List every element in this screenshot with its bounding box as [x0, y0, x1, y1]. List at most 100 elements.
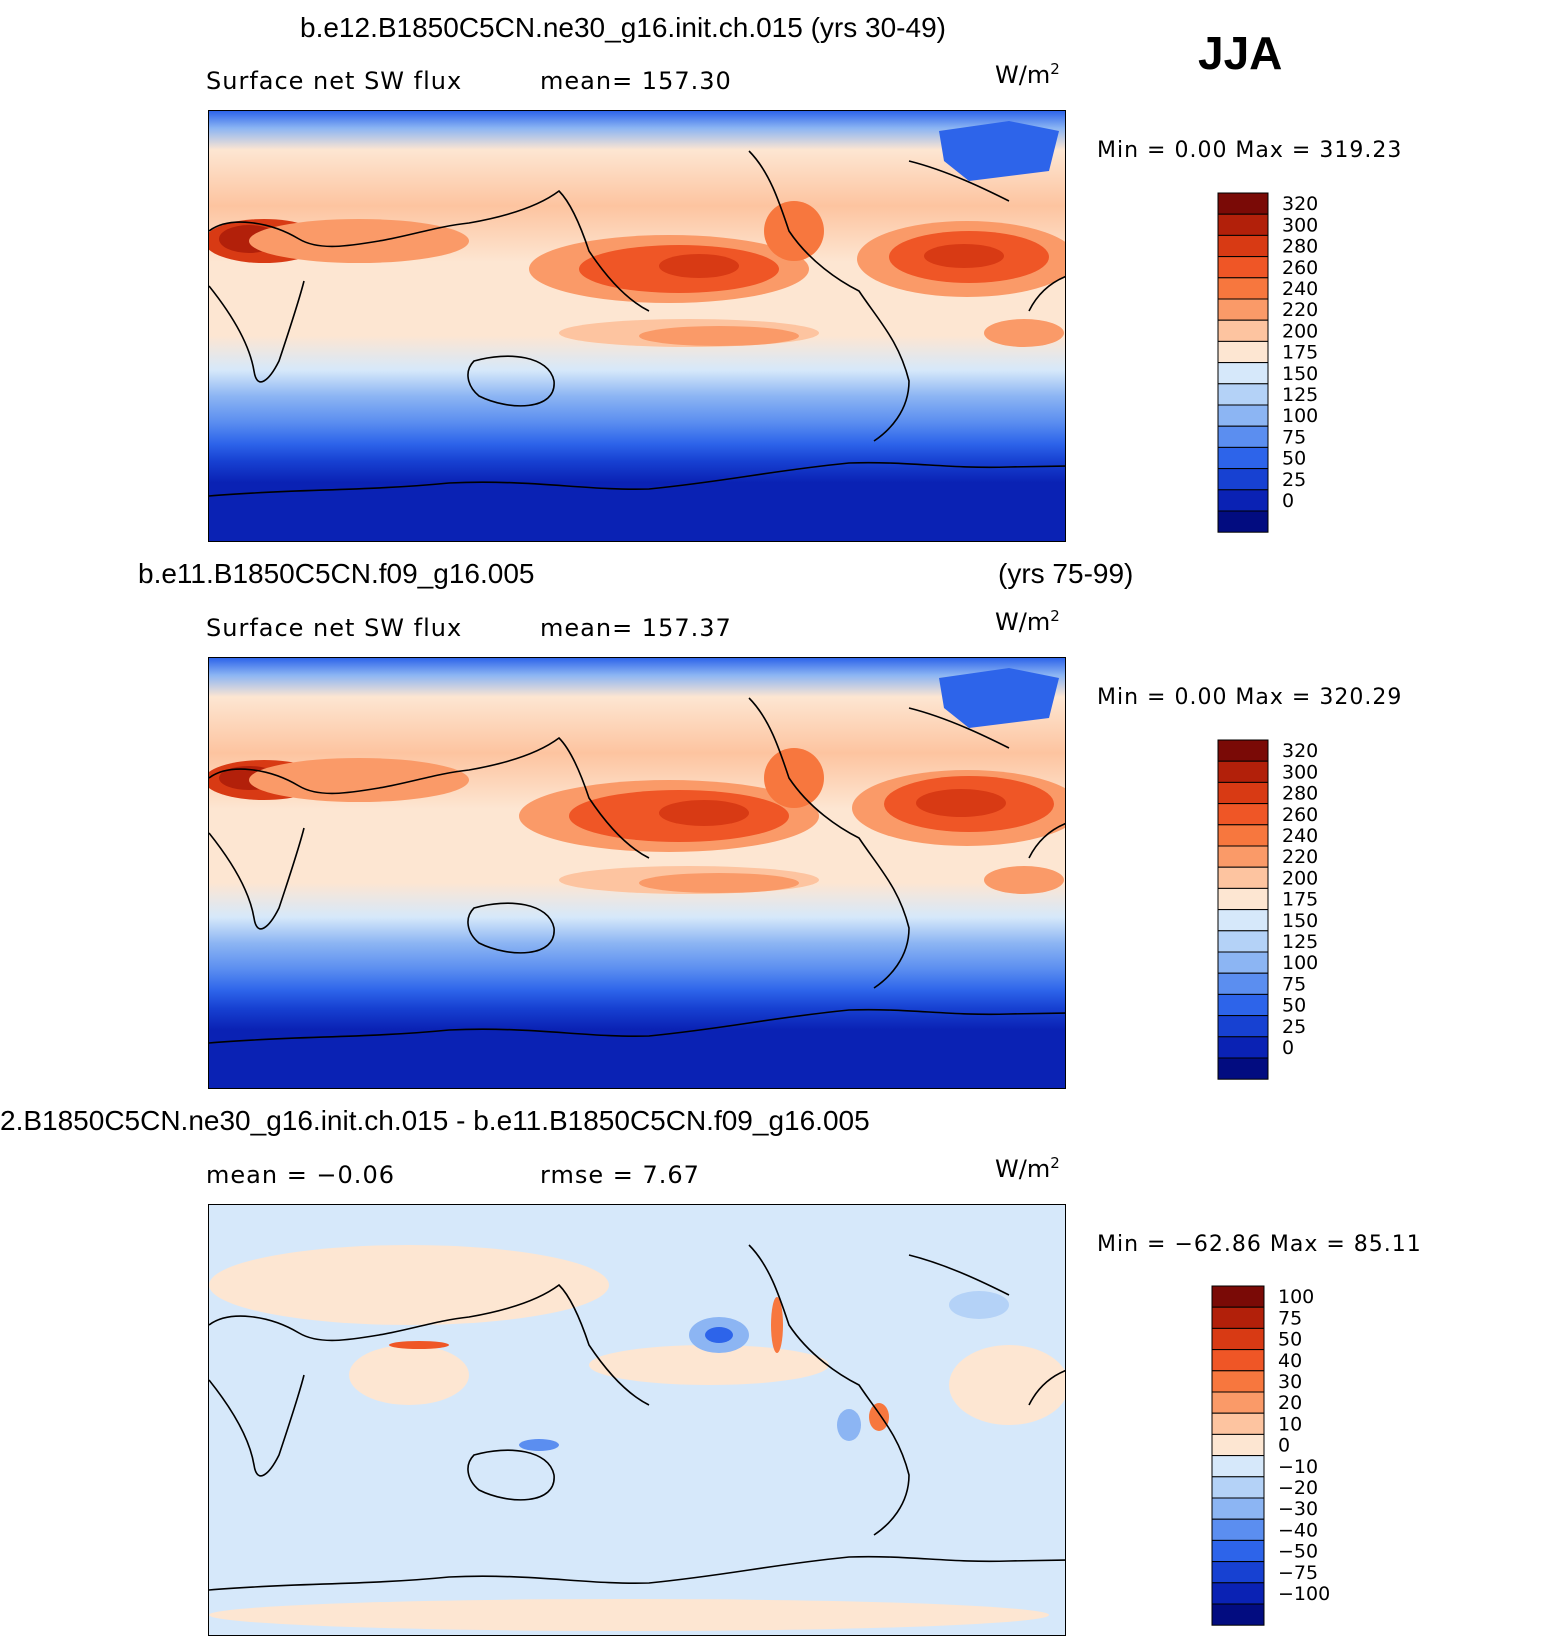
panel-1-map — [208, 110, 1066, 542]
colorbar-tick-label: 175 — [1282, 889, 1318, 911]
colorbar-tick-label: 150 — [1282, 363, 1318, 385]
colorbar-swatch — [1211, 1306, 1265, 1329]
panel-2-map — [208, 657, 1066, 1089]
colorbar-tick-label: 25 — [1282, 1016, 1306, 1038]
colorbar-swatch — [1217, 192, 1269, 215]
colorbar-swatch — [1217, 404, 1269, 427]
panel-1-title: b.e12.B1850C5CN.ne30_g16.init.ch.015 (yr… — [300, 12, 946, 43]
colorbar-swatch — [1211, 1349, 1265, 1372]
colorbar-tick-label: 100 — [1282, 952, 1318, 974]
colorbar-swatch — [1217, 425, 1269, 448]
colorbar-swatch — [1211, 1497, 1265, 1520]
panel-2-variable-label: Surface net SW flux — [206, 614, 463, 642]
season-label: JJA — [1198, 27, 1283, 79]
panel-3-rmse-label: rmse = 7.67 — [540, 1161, 700, 1189]
colorbar-swatch — [1211, 1582, 1265, 1605]
colorbar-swatch — [1217, 489, 1269, 512]
colorbar-tick-label: 100 — [1278, 1286, 1314, 1308]
panel-2-units: W/m2 — [995, 607, 1060, 636]
colorbar-tick-label: 50 — [1278, 1329, 1302, 1351]
colorbar-swatch — [1217, 930, 1269, 953]
panel-1-min-max: Min = 0.00 Max = 319.23 — [1097, 138, 1403, 163]
colorbar-swatch — [1217, 909, 1269, 932]
colorbar-swatch — [1217, 781, 1269, 805]
colorbar-swatch — [1217, 951, 1269, 974]
colorbar-tick-label: −100 — [1278, 1583, 1330, 1605]
colorbar-tick-label: 100 — [1282, 405, 1318, 427]
panel-1-units: W/m2 — [995, 60, 1060, 89]
colorbar-swatch — [1217, 213, 1269, 236]
colorbar-tick-label: 75 — [1282, 426, 1306, 448]
colorbar-tick-label: 260 — [1282, 257, 1318, 279]
panel-3-units: W/m2 — [995, 1154, 1060, 1183]
colorbar-swatch — [1211, 1433, 1265, 1457]
colorbar-swatch — [1217, 972, 1269, 995]
colorbar-swatch — [1217, 739, 1269, 762]
colorbar-tick-label: 150 — [1282, 910, 1318, 932]
colorbar-swatch — [1217, 234, 1269, 258]
colorbar-tick-label: 0 — [1278, 1435, 1290, 1457]
colorbar-tick-label: 200 — [1282, 867, 1318, 889]
colorbar-swatch — [1217, 510, 1269, 533]
panel-2-min-max: Min = 0.00 Max = 320.29 — [1097, 685, 1403, 710]
colorbar-tick-label: 20 — [1278, 1392, 1302, 1414]
colorbar-swatch — [1211, 1412, 1265, 1435]
colorbar-swatch — [1211, 1327, 1265, 1351]
colorbar-tick-label: −50 — [1278, 1541, 1318, 1563]
panel-3-mean-label: mean = −0.06 — [206, 1161, 395, 1189]
colorbar-tick-label: 50 — [1282, 995, 1306, 1017]
panel-3-min-max: Min = −62.86 Max = 85.11 — [1097, 1232, 1422, 1257]
colorbar-swatch — [1217, 298, 1269, 321]
colorbar-tick-label: 200 — [1282, 320, 1318, 342]
colorbar-swatch — [1217, 446, 1269, 470]
colorbar-tick-label: 240 — [1282, 825, 1318, 847]
colorbar-tick-label: −30 — [1278, 1498, 1318, 1520]
colorbar-swatch — [1217, 845, 1269, 868]
colorbar-swatch — [1211, 1285, 1265, 1308]
colorbar-swatch — [1211, 1455, 1265, 1478]
colorbar-tick-label: −10 — [1278, 1456, 1318, 1478]
colorbar-swatch — [1211, 1391, 1265, 1414]
colorbar-swatch — [1211, 1476, 1265, 1499]
colorbar-tick-label: 320 — [1282, 740, 1318, 762]
colorbar-tick-label: 30 — [1278, 1371, 1302, 1393]
colorbar-swatch — [1217, 319, 1269, 342]
colorbar-tick-label: 75 — [1278, 1307, 1302, 1329]
colorbar-tick-label: 25 — [1282, 469, 1306, 491]
colorbar-swatch — [1217, 468, 1269, 491]
colorbar-swatch — [1217, 362, 1269, 385]
colorbar-tick-label: −75 — [1278, 1562, 1318, 1584]
colorbar-swatch — [1217, 256, 1269, 279]
colorbar-swatch — [1217, 340, 1269, 364]
colorbar-swatch — [1217, 803, 1269, 826]
colorbar-swatch — [1217, 383, 1269, 406]
panel-3-title: 2.B1850C5CN.ne30_g16.init.ch.015 - b.e11… — [0, 1105, 870, 1136]
colorbar-swatch — [1217, 866, 1269, 889]
colorbar-tick-label: 75 — [1282, 973, 1306, 995]
colorbar-tick-label: 175 — [1282, 342, 1318, 364]
colorbar-tick-label: 10 — [1278, 1413, 1302, 1435]
colorbar-tick-label: 0 — [1282, 490, 1294, 512]
colorbar-tick-label: 125 — [1282, 931, 1318, 953]
panel-2-title-years: (yrs 75-99) — [998, 558, 1134, 589]
colorbar-swatch — [1217, 760, 1269, 783]
colorbar-swatch — [1217, 1057, 1269, 1080]
panel-3-colorbar: 100 75 50 40 30 20 10 0 −10 −20 −30 −40 −50 −75 −100 — [1211, 1285, 1358, 1628]
panel-1-colorbar: 320 300 280 260 240 220 200 175 150 125 100 75 50 25 0 — [1217, 192, 1358, 535]
colorbar-tick-label: 280 — [1282, 236, 1318, 258]
colorbar-swatch — [1217, 1015, 1269, 1038]
colorbar-tick-label: −20 — [1278, 1477, 1318, 1499]
panel-3-map — [208, 1204, 1066, 1636]
colorbar-tick-label: 125 — [1282, 384, 1318, 406]
colorbar-swatch — [1211, 1561, 1265, 1584]
colorbar-swatch — [1211, 1370, 1265, 1393]
colorbar-tick-label: −40 — [1278, 1519, 1318, 1541]
colorbar-tick-label: 280 — [1282, 783, 1318, 805]
colorbar-swatch — [1217, 824, 1269, 847]
colorbar-tick-label: 260 — [1282, 804, 1318, 826]
panel-2-title: b.e11.B1850C5CN.f09_g16.005 — [138, 558, 535, 589]
colorbar-tick-label: 50 — [1282, 448, 1306, 470]
panel-2-colorbar: 320 300 280 260 240 220 200 175 150 125 100 75 50 25 0 — [1217, 739, 1358, 1082]
panel-1-variable-label: Surface net SW flux — [206, 67, 463, 95]
colorbar-swatch — [1217, 1036, 1269, 1059]
